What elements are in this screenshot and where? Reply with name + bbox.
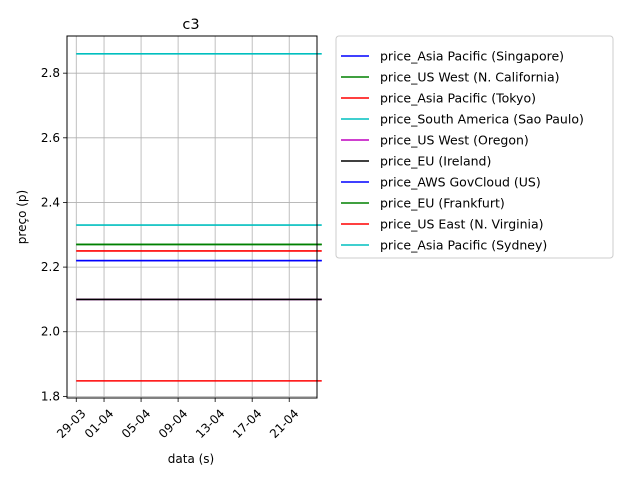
legend-entry: price_US West (N. California) <box>380 70 560 85</box>
x-tick-label: 01-04 <box>82 406 117 441</box>
legend-box <box>335 35 614 259</box>
x-tick-label: 09-04 <box>156 406 191 441</box>
x-tick-label: 21-04 <box>267 406 302 441</box>
legend-entry: price_South America (Sao Paulo) <box>380 112 584 127</box>
y-tick-label: 2.0 <box>41 325 60 339</box>
chart-title: c3 <box>182 17 199 33</box>
legend-entry: price_Asia Pacific (Tokyo) <box>380 91 536 106</box>
x-tick-label: 17-04 <box>230 406 265 441</box>
plot-area-frame <box>66 35 318 399</box>
y-tick-label: 2.2 <box>41 260 60 274</box>
x-tick-label: 29-03 <box>54 406 89 441</box>
y-axis-label: preço (p) <box>15 190 29 244</box>
x-tick-label: 13-04 <box>193 406 228 441</box>
legend-entry: price_US East (N. Virginia) <box>380 217 544 232</box>
legend-entry: price_EU (Frankfurt) <box>380 196 505 211</box>
legend: price_Asia Pacific (Singapore) price_US W… <box>335 35 614 259</box>
legend-entry: price_AWS GovCloud (US) <box>380 175 541 190</box>
series-lines <box>76 52 322 382</box>
legend-entry: price_EU (Ireland) <box>380 154 491 169</box>
legend-entry: price_Asia Pacific (Singapore) <box>380 49 564 64</box>
legend-entry: price_US West (Oregon) <box>380 133 529 148</box>
y-tick-label: 2.6 <box>41 131 60 145</box>
y-tick-label: 2.8 <box>41 66 60 80</box>
legend-entry: price_Asia Pacific (Sydney) <box>380 238 547 253</box>
x-tick-label: 05-04 <box>119 406 154 441</box>
y-axis: 1.8 2.0 2.2 2.4 2.6 2.8 <box>41 66 67 403</box>
x-axis-label: data (s) <box>168 452 214 466</box>
y-tick-label: 1.8 <box>41 389 60 403</box>
grid-lines <box>67 36 317 398</box>
y-tick-label: 2.4 <box>41 195 60 209</box>
